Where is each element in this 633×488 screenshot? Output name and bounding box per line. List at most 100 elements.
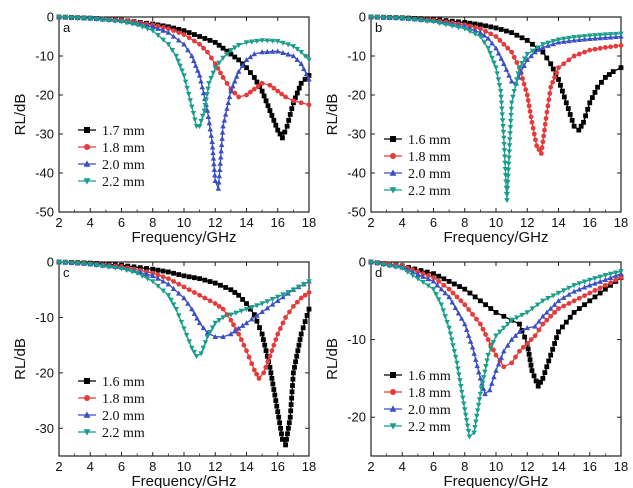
data-point (235, 325, 242, 331)
data-point (578, 123, 584, 129)
data-point (544, 309, 550, 315)
data-point (556, 329, 561, 335)
data-point (613, 277, 619, 283)
data-point (209, 144, 216, 150)
data-point (247, 54, 254, 60)
data-point (489, 55, 495, 61)
data-point (587, 290, 593, 296)
x-tick-label: 2 (55, 215, 62, 230)
data-point (228, 312, 234, 318)
data-point (303, 71, 310, 77)
data-point (425, 273, 431, 278)
data-point (618, 31, 624, 37)
data-point (592, 280, 598, 286)
data-point (368, 14, 374, 20)
data-point (507, 125, 514, 131)
data-point (255, 83, 261, 89)
data-point (508, 78, 515, 84)
data-point (449, 299, 456, 305)
data-point (510, 94, 516, 100)
data-point (554, 335, 559, 341)
data-point (509, 30, 515, 35)
data-point (525, 98, 531, 103)
data-point (261, 93, 267, 99)
data-point (511, 88, 517, 94)
data-point (592, 33, 598, 39)
x-tick-label: 4 (87, 459, 94, 474)
data-point (485, 337, 491, 342)
data-point (525, 346, 531, 352)
data-point (294, 90, 300, 96)
data-point (520, 344, 526, 350)
data-point (563, 319, 569, 325)
data-point (201, 108, 208, 114)
y-tick-label: -10 (35, 49, 54, 64)
data-point (534, 45, 541, 51)
data-point (480, 375, 487, 381)
data-point (289, 389, 295, 395)
x-tick-label: 14 (239, 459, 253, 474)
data-point (186, 287, 192, 293)
data-point (509, 360, 515, 366)
y-tick-label: -20 (35, 88, 54, 103)
data-point (171, 25, 176, 31)
data-point (472, 425, 478, 431)
data-point (467, 29, 473, 35)
legend-marker (390, 136, 396, 142)
data-point (529, 119, 535, 125)
data-point (238, 308, 245, 314)
data-point (256, 376, 262, 381)
data-point (581, 279, 588, 285)
data-point (455, 310, 462, 316)
data-point (232, 54, 238, 60)
legend-label: 1.7 mm (102, 124, 145, 139)
data-point (283, 94, 288, 100)
data-point (493, 310, 499, 315)
data-point (393, 15, 399, 21)
data-point (239, 62, 246, 68)
data-point (267, 82, 273, 88)
data-point (521, 81, 527, 87)
data-point (155, 267, 161, 273)
data-point (519, 60, 525, 67)
data-point (160, 268, 166, 274)
legend-marker (84, 378, 90, 384)
data-point (287, 309, 292, 315)
panel-d: 2 4 6 8 10 12 14 16 18 0 -10 -20 Frequency/GHz RL/dB d… (324, 255, 628, 488)
data-point (592, 288, 598, 293)
data-point (415, 271, 421, 277)
data-point (160, 25, 166, 30)
x-tick-label: 16 (271, 459, 285, 474)
data-point (546, 358, 552, 364)
x-tick-label: 4 (399, 459, 406, 474)
data-point (517, 348, 522, 354)
data-point (220, 306, 226, 312)
data-point (561, 303, 567, 309)
data-point (254, 79, 260, 85)
data-point (380, 15, 387, 21)
data-point (556, 65, 561, 71)
data-point (295, 348, 301, 354)
data-point (533, 137, 538, 143)
data-point (607, 32, 614, 38)
data-point (165, 26, 171, 32)
data-point (587, 298, 593, 304)
data-point (74, 261, 81, 267)
data-point (461, 407, 468, 413)
data-point (269, 38, 276, 44)
data-point (532, 49, 538, 55)
data-point (467, 290, 473, 296)
data-point (193, 354, 200, 360)
data-point (504, 342, 511, 348)
data-point (232, 90, 238, 96)
data-point (425, 276, 432, 282)
x-tick-label: 8 (461, 459, 468, 474)
series-line (58, 16, 310, 189)
data-point (566, 285, 572, 291)
data-point (552, 341, 557, 346)
y-tick-label: -20 (347, 88, 366, 103)
data-point (507, 131, 513, 137)
panel-letter: d (375, 265, 382, 280)
data-point (200, 325, 207, 331)
data-point (602, 273, 609, 279)
